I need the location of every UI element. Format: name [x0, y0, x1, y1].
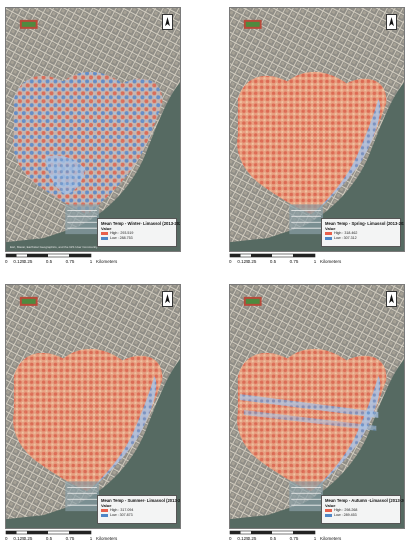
scale-tick-1: 1	[313, 259, 317, 264]
legend-low-swatch	[101, 237, 108, 240]
satellite-basemap	[230, 8, 404, 251]
legend-low-swatch	[325, 514, 332, 517]
legend-low-swatch	[325, 237, 332, 240]
scale-tick-1: 1	[313, 536, 317, 541]
map-legend: Mean Temp - Spring- Limassol (2013-2020)…	[321, 218, 405, 247]
map-panel-winter: Esri, Maxar, Earthstar Geographics, and …	[5, 7, 181, 252]
scale-tick-0: 0	[5, 259, 8, 264]
legend-title: Mean Temp - Spring- Limassol (2013-2020)	[325, 221, 405, 226]
scale-tick-075: 0.75	[65, 259, 75, 264]
scale-unit: Kilometers	[96, 259, 118, 264]
legend-title: Mean Temp - Summer- Limassol (2013-2020)	[101, 498, 181, 503]
scale-bar-graphic	[5, 530, 92, 535]
scale-tick-05: 0.5	[45, 536, 53, 541]
scale-tick-1: 1	[89, 536, 93, 541]
legend-low-value: Low : 307.312	[334, 236, 357, 240]
legend-high-swatch	[101, 509, 108, 512]
legend-title: Mean Temp - Autumn -Limassol (2013-2020)	[325, 498, 405, 503]
scale-tick-05: 0.5	[269, 259, 277, 264]
scale-tick-075: 0.75	[65, 536, 75, 541]
scale-tick-0125: 0.125	[13, 536, 25, 541]
legend-value-label: Value	[101, 226, 112, 231]
scale-tick-075: 0.75	[289, 259, 299, 264]
satellite-basemap	[6, 285, 180, 528]
scale-tick-05: 0.5	[269, 536, 277, 541]
legend-value-label: Value	[325, 503, 336, 508]
legend-high-value: High : 293.519	[110, 231, 134, 235]
map-legend: Mean Temp - Summer- Limassol (2013-2020)…	[97, 495, 181, 524]
scale-bar: 0 0.125 0.25 0.5 0.75 1 Kilometers	[229, 253, 369, 271]
scale-tick-1: 1	[89, 259, 93, 264]
map-panel-autumn: Mean Temp - Autumn -Limassol (2013-2020)…	[229, 284, 405, 529]
scale-tick-025: 0.25	[23, 536, 33, 541]
legend-high-value: High : 298.268	[334, 508, 358, 512]
legend-value-label: Value	[325, 226, 336, 231]
scale-bar-graphic	[229, 530, 316, 535]
scale-tick-0: 0	[229, 259, 232, 264]
legend-high-swatch	[325, 232, 332, 235]
north-arrow-icon	[386, 14, 397, 30]
north-arrow-icon	[162, 14, 173, 30]
scale-unit: Kilometers	[320, 259, 342, 264]
legend-high-swatch	[325, 509, 332, 512]
legend-high-swatch	[101, 232, 108, 235]
legend-low-swatch	[101, 514, 108, 517]
scale-tick-025: 0.25	[247, 259, 257, 264]
scale-bar: 0 0.125 0.25 0.5 0.75 1 Kilometers	[5, 253, 145, 271]
legend-high-value: High : 317.094	[110, 508, 134, 512]
scale-tick-0125: 0.125	[237, 259, 249, 264]
scale-tick-025: 0.25	[247, 536, 257, 541]
scale-bar-graphic	[5, 253, 92, 258]
legend-low-value: Low : 307.873	[110, 513, 133, 517]
map-panel-summer: Mean Temp - Summer- Limassol (2013-2020)…	[5, 284, 181, 529]
scale-tick-0125: 0.125	[237, 536, 249, 541]
scale-unit: Kilometers	[320, 536, 342, 541]
north-arrow-icon	[386, 291, 397, 307]
legend-title: Mean Temp - Winter- Limassol (2013-2020)	[101, 221, 181, 226]
scale-tick-025: 0.25	[23, 259, 33, 264]
north-arrow-icon	[162, 291, 173, 307]
scale-bar: 0 0.125 0.25 0.5 0.75 1 Kilometers	[229, 530, 369, 548]
satellite-basemap	[230, 285, 404, 528]
map-legend: Mean Temp - Winter- Limassol (2013-2020)…	[97, 218, 181, 247]
scale-tick-05: 0.5	[45, 259, 53, 264]
map-panel-spring: Mean Temp - Spring- Limassol (2013-2020)…	[229, 7, 405, 252]
legend-low-value: Low : 288.753	[110, 236, 133, 240]
scale-tick-0: 0	[5, 536, 8, 541]
scale-bar: 0 0.125 0.25 0.5 0.75 1 Kilometers	[5, 530, 145, 548]
map-attribution: Esri, Maxar, Earthstar Geographics, and …	[10, 245, 98, 249]
legend-low-value: Low : 289.453	[334, 513, 357, 517]
legend-value-label: Value	[101, 503, 112, 508]
satellite-basemap	[6, 8, 180, 251]
scale-tick-075: 0.75	[289, 536, 299, 541]
map-legend: Mean Temp - Autumn -Limassol (2013-2020)…	[321, 495, 405, 524]
scale-unit: Kilometers	[96, 536, 118, 541]
scale-tick-0125: 0.125	[13, 259, 25, 264]
scale-bar-graphic	[229, 253, 316, 258]
legend-high-value: High : 318.462	[334, 231, 358, 235]
scale-tick-0: 0	[229, 536, 232, 541]
